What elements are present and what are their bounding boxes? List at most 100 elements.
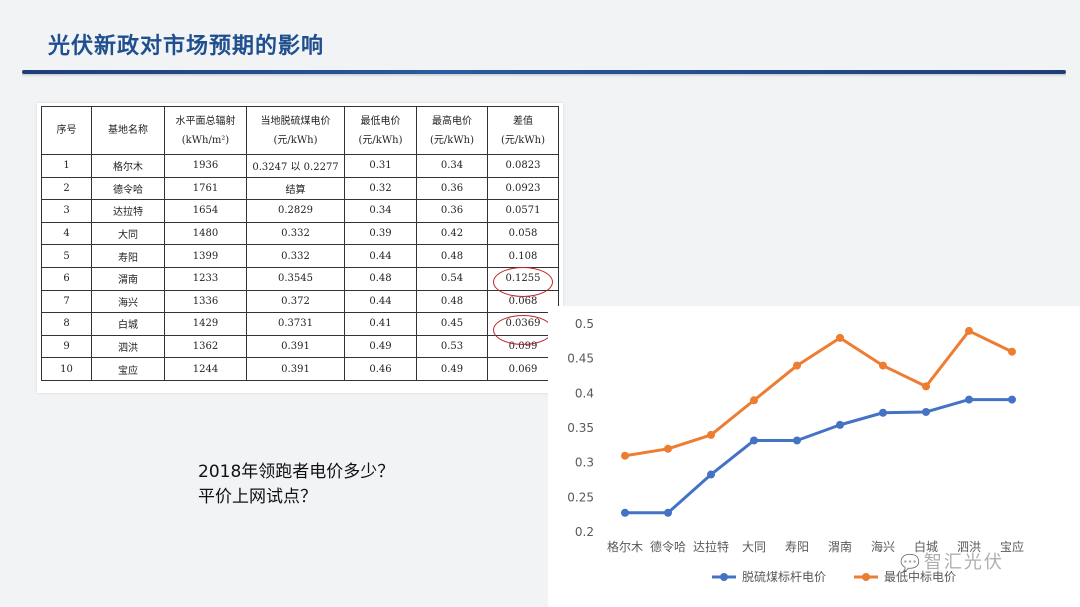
cell-irradiance: 1761 (164, 176, 247, 201)
table-row: 2 德令哈 1761 结算 0.32 0.36 0.0923 (41, 176, 559, 201)
x-tick-label: 宝应 (1000, 539, 1024, 554)
cell-index: 7 (41, 289, 92, 314)
cell-base-name: 大同 (91, 221, 165, 246)
x-tick-label: 达拉特 (693, 539, 729, 554)
cell-base-name: 达拉特 (91, 199, 165, 223)
y-tick-label: 0.25 (567, 490, 594, 504)
cell-max-price: 0.45 (416, 312, 488, 336)
cell-coal-price: 0.391 (246, 334, 345, 359)
x-tick-label: 泗洪 (957, 540, 981, 554)
cell-difference: 0.108 (487, 244, 559, 268)
data-point (879, 361, 887, 370)
th-coal-price: 当地脱硫煤电价 (元/kWh) (246, 106, 345, 155)
cell-max-price: 0.49 (416, 357, 488, 381)
cell-min-price: 0.41 (344, 312, 417, 336)
table-row: 3 达拉特 1654 0.2829 0.34 0.36 0.0571 (41, 199, 559, 223)
data-point (793, 361, 801, 370)
cell-index: 1 (41, 154, 92, 178)
data-point (793, 436, 801, 445)
question-text: 2018年领跑者电价多少？ 平价上网试点？ (198, 460, 394, 510)
cell-irradiance: 1480 (164, 221, 247, 246)
table-header-row: 序号 基地名称 水平面总辐射 (kWh/m²) 当地脱硫煤电价 (元/kWh) 最低… (41, 106, 559, 155)
cell-max-price: 0.42 (416, 221, 488, 246)
cell-base-name: 泗洪 (91, 334, 165, 359)
x-tick-label: 寿阳 (785, 540, 809, 554)
data-point (1008, 347, 1016, 356)
cell-min-price: 0.31 (344, 154, 417, 178)
data-point (836, 420, 844, 429)
legend-label: 最低中标电价 (884, 569, 956, 584)
cell-coal-price: 0.3731 (246, 312, 345, 336)
price-line-chart: 0.2 0.25 0.3 0.35 0.4 0.45 0.5 格尔木 德令哈 达拉特 大同 寿阳 渭南 海… (567, 317, 1024, 584)
watermark: 💬 智汇光伏 (900, 548, 1004, 574)
data-point (836, 333, 844, 342)
series-line-1 (625, 398, 1012, 515)
x-tick-label: 渭南 (828, 539, 852, 554)
cell-index: 6 (41, 266, 92, 291)
x-tick-label: 大同 (742, 540, 766, 554)
data-point (707, 430, 715, 439)
data-point (664, 444, 672, 453)
data-point (621, 508, 629, 517)
y-tick-label: 0.2 (575, 525, 594, 539)
cell-min-price: 0.32 (344, 176, 417, 201)
y-tick-label: 0.3 (575, 456, 594, 470)
cell-base-name: 寿阳 (91, 244, 165, 268)
cell-coal-price: 0.2829 (246, 199, 345, 223)
cell-max-price: 0.36 (416, 199, 488, 223)
cell-max-price: 0.53 (416, 334, 488, 359)
data-point (922, 407, 930, 416)
cell-min-price: 0.49 (344, 334, 417, 359)
cell-coal-price: 结算 (246, 176, 345, 201)
y-tick-label: 0.35 (567, 421, 594, 435)
cell-difference: 0.0823 (487, 154, 559, 178)
data-point (750, 436, 758, 445)
cell-min-price: 0.46 (344, 357, 417, 381)
data-point (922, 382, 930, 391)
data-point (750, 396, 758, 405)
data-point (707, 470, 715, 479)
cell-index: 8 (41, 312, 92, 336)
cell-difference: 0.0571 (487, 199, 559, 223)
cell-base-name: 白城 (91, 312, 165, 336)
cell-base-name: 宝应 (91, 357, 165, 381)
table-row: 7 海兴 1336 0.372 0.44 0.48 0.068 (41, 289, 559, 314)
cell-irradiance: 1654 (164, 199, 247, 223)
cell-max-price: 0.48 (416, 289, 488, 314)
table-row: 8 白城 1429 0.3731 0.41 0.45 0.0369 (41, 312, 559, 336)
cell-difference: 0.058 (487, 221, 559, 246)
question-line-1: 2018年领跑者电价多少？ (198, 462, 395, 482)
cell-base-name: 海兴 (91, 289, 165, 314)
cell-min-price: 0.34 (344, 199, 417, 223)
cell-index: 2 (41, 176, 92, 201)
cell-coal-price: 0.391 (246, 357, 345, 381)
cell-coal-price: 0.332 (246, 244, 345, 268)
cell-irradiance: 1399 (164, 244, 247, 268)
legend-swatch-marker (862, 573, 870, 581)
table-row: 1 格尔木 1936 0.3247 以 0.2277 0.31 0.34 0.0… (41, 154, 559, 178)
watermark-text: 智汇光伏 (923, 552, 1004, 573)
legend-label: 脱硫煤标杆电价 (742, 569, 826, 584)
cell-index: 3 (41, 199, 92, 223)
cell-min-price: 0.44 (344, 244, 417, 268)
cell-index: 9 (41, 334, 92, 359)
cell-coal-price: 0.332 (246, 221, 345, 246)
cell-min-price: 0.48 (344, 266, 417, 291)
cell-max-price: 0.48 (416, 244, 488, 268)
data-point (621, 451, 629, 460)
series-line-2 (624, 329, 1013, 458)
cell-index: 5 (41, 244, 92, 268)
y-tick-label: 0.5 (575, 317, 594, 331)
data-point (664, 508, 672, 517)
cell-index: 10 (41, 357, 92, 381)
table-row: 4 大同 1480 0.332 0.39 0.42 0.058 (41, 221, 559, 246)
data-point (965, 395, 973, 404)
x-tick-label: 海兴 (871, 539, 895, 554)
th-irradiance: 水平面总辐射 (kWh/m²) (164, 106, 247, 155)
cell-irradiance: 1336 (164, 289, 247, 314)
x-tick-label: 白城 (914, 539, 938, 554)
highlight-circle-weinan (493, 267, 553, 297)
cell-min-price: 0.39 (344, 221, 417, 246)
data-point (879, 408, 887, 417)
th-min-price: 最低电价 (元/kWh) (344, 106, 417, 155)
